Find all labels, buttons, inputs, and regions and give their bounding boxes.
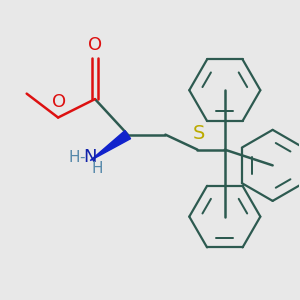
Text: H: H	[68, 150, 80, 165]
Polygon shape	[90, 130, 130, 160]
Text: N: N	[83, 148, 97, 166]
Text: H: H	[91, 161, 103, 176]
Text: -: -	[79, 150, 85, 165]
Text: O: O	[88, 36, 102, 54]
Text: O: O	[52, 93, 67, 111]
Text: S: S	[193, 124, 205, 143]
